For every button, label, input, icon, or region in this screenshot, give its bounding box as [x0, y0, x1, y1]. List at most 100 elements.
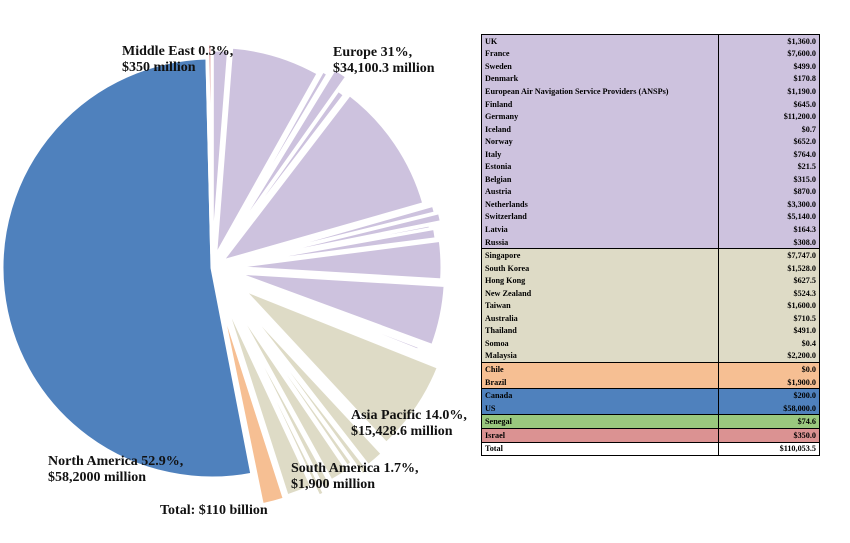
pie-slice-switzerland — [234, 271, 447, 348]
table-cell-name: UK — [481, 33, 719, 48]
table-cell-name: Austria — [481, 185, 719, 199]
pie-slice-netherlands — [231, 238, 444, 282]
table-row: Hong Kong $627.5 — [481, 274, 820, 287]
table-cell-name: Brazil — [481, 375, 719, 389]
table-row: South Korea $1,528.0 — [481, 261, 820, 275]
pie-slice-israel — [206, 42, 214, 255]
table-cell-value: $164.3 — [718, 223, 820, 236]
table-cell-name: Australia — [481, 312, 719, 325]
table-row: France $7,600.0 — [481, 47, 820, 61]
table-cell-value: $0.0 — [718, 362, 820, 376]
table-cell-value: $1,360.0 — [718, 33, 820, 48]
label-europe-line2: $34,100.3 million — [333, 61, 435, 76]
table-cell-value: $491.0 — [718, 324, 820, 338]
pie-slice-russia — [222, 270, 422, 353]
table-row: Singapore $7,747.0 — [481, 248, 820, 262]
table-cell-value: $870.0 — [718, 185, 820, 199]
table-row: Austria $870.0 — [481, 185, 820, 199]
table-cell-value: $1,528.0 — [718, 261, 820, 275]
table-row: Switzerland $5,140.0 — [481, 210, 820, 224]
label-europe: Europe 31%, $34,100.3 million — [333, 45, 435, 77]
table-row: Senegal $74.6 — [481, 414, 820, 429]
table-cell-name: France — [481, 47, 719, 61]
table-row: Belgian $315.0 — [481, 173, 820, 186]
label-north-america-line1: North America 52.9%, — [48, 454, 184, 469]
label-middle-east-line1: Middle East 0.3%, — [122, 44, 234, 59]
table-cell-name: Taiwan — [481, 299, 719, 313]
table-cell-name: Germany — [481, 110, 719, 123]
table-cell-value: $1,900.0 — [718, 375, 820, 389]
table-row: Sweden $499.0 — [481, 60, 820, 73]
table-cell-value: $308.0 — [718, 235, 820, 249]
table-cell-name: Denmark — [481, 72, 719, 86]
table-row: Latvia $164.3 — [481, 223, 820, 236]
table-cell-name: Finland — [481, 97, 719, 111]
table-row: Iceland $0.7 — [481, 122, 820, 136]
total-label: Total: $110 billion — [160, 503, 268, 518]
table-row: UK $1,360.0 — [481, 33, 820, 48]
table-cell-name: Somoa — [481, 337, 719, 350]
table-cell-value: $710.5 — [718, 312, 820, 325]
label-south-america: South America 1.7%, $1,900 million — [291, 461, 419, 493]
table-cell-name: Latvia — [481, 223, 719, 236]
label-north-america: North America 52.9%, $58,2000 million — [48, 454, 183, 486]
table-cell-name: US — [481, 401, 719, 415]
table-cell-value: $645.0 — [718, 97, 820, 111]
table-cell-name: Israel — [481, 427, 719, 442]
pie-slice-france — [213, 45, 321, 258]
pie-slice-us — [0, 56, 254, 480]
table-row: Somoa $0.4 — [481, 337, 820, 350]
table-row: Australia $710.5 — [481, 312, 820, 325]
table-cell-value: $764.0 — [718, 147, 820, 161]
table-row: Malaysia $2,200.0 — [481, 349, 820, 363]
table-row-total: Total $110,053.5 — [481, 441, 820, 457]
table-cell-value: $0.4 — [718, 337, 820, 350]
pie-slice-finland — [215, 88, 347, 263]
table-row: Chile $0.0 — [481, 362, 820, 376]
table-row: Israel $350.0 — [481, 427, 820, 442]
table-cell-value: $200.0 — [718, 388, 820, 402]
table-cell-name: Belgian — [481, 173, 719, 186]
label-middle-east: Middle East 0.3%, $350 million — [122, 44, 233, 76]
table-cell-name: Sweden — [481, 60, 719, 73]
pie-slice-malaysia — [221, 295, 314, 498]
table-cell-value: $7,600.0 — [718, 47, 820, 61]
table-cell-value: $58,000.0 — [718, 401, 820, 415]
table-row: Netherlands $3,300.0 — [481, 198, 820, 211]
pie-slice-taiwan — [228, 296, 350, 483]
table-row: Italy $764.0 — [481, 147, 820, 161]
label-south-america-line2: $1,900 million — [291, 477, 376, 492]
table-cell-name: Canada — [481, 388, 719, 402]
table-cell-name: Estonia — [481, 160, 719, 174]
label-north-america-line2: $58,2000 million — [48, 470, 147, 485]
table-cell-value: $1,190.0 — [718, 85, 820, 98]
table-cell-value: $0.7 — [718, 122, 820, 136]
table-row: Finland $645.0 — [481, 97, 820, 111]
table-cell-name: Italy — [481, 147, 719, 161]
table-cell-name: New Zealand — [481, 286, 719, 300]
label-south-america-line1: South America 1.7%, — [291, 461, 419, 476]
table-cell-value: $74.6 — [718, 414, 820, 429]
table-cell-name: Russia — [481, 235, 719, 249]
pie-slice-italy — [235, 210, 444, 265]
pie-slice-new-zealand — [227, 291, 355, 469]
label-asia-pacific-line2: $15,428.6 million — [351, 424, 453, 439]
table-cell-name: Netherlands — [481, 198, 719, 211]
pie-slice-singapore — [242, 288, 441, 446]
table-cell-value: $524.3 — [718, 286, 820, 300]
table-cell-name: Chile — [481, 362, 719, 376]
label-europe-line1: Europe 31%, — [333, 45, 413, 60]
table-cell-value: $11,200.0 — [718, 110, 820, 123]
table-cell-name: Thailand — [481, 324, 719, 338]
pie-slice-brazil — [218, 298, 287, 507]
table-cell-value: $499.0 — [718, 60, 820, 73]
table-cell-value: $3,300.0 — [718, 198, 820, 211]
table-row: Norway $652.0 — [481, 135, 820, 148]
table-row: New Zealand $524.3 — [481, 286, 820, 300]
table-cell-name: Hong Kong — [481, 274, 719, 287]
table-cell-value: $652.0 — [718, 135, 820, 148]
pie-slice-austria — [227, 226, 438, 268]
table-row: Brazil $1,900.0 — [481, 375, 820, 389]
table-cell-name: South Korea — [481, 261, 719, 275]
